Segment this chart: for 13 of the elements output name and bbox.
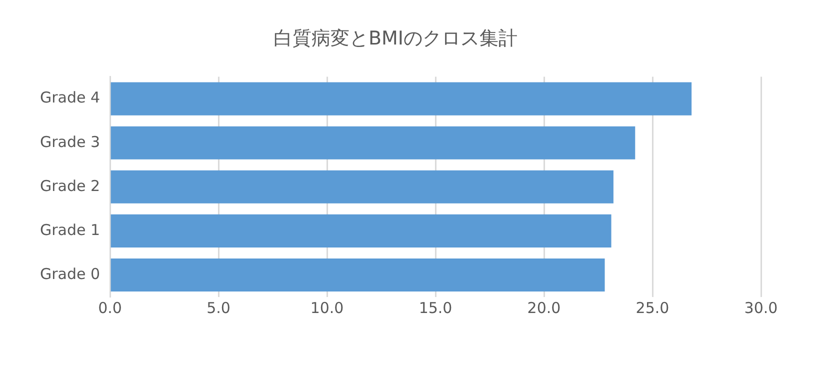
x-tick-label: 20.0 bbox=[527, 298, 561, 317]
x-tick-label: 15.0 bbox=[418, 298, 452, 317]
x-tick-label: 25.0 bbox=[636, 298, 670, 317]
x-tick-label: 10.0 bbox=[310, 298, 344, 317]
x-tick-label: 5.0 bbox=[206, 298, 230, 317]
y-tick-label: Grade 0 bbox=[40, 264, 100, 283]
y-tick-label: Grade 4 bbox=[40, 88, 100, 107]
x-tick-label: 0.0 bbox=[98, 298, 122, 317]
x-tick-label: 30.0 bbox=[744, 298, 778, 317]
y-tick-label: Grade 2 bbox=[40, 176, 100, 195]
chart-title: 白質病変とBMIのクロス集計 bbox=[273, 27, 518, 50]
y-tick-label: Grade 3 bbox=[40, 132, 100, 151]
y-tick-label: Grade 1 bbox=[40, 220, 100, 239]
